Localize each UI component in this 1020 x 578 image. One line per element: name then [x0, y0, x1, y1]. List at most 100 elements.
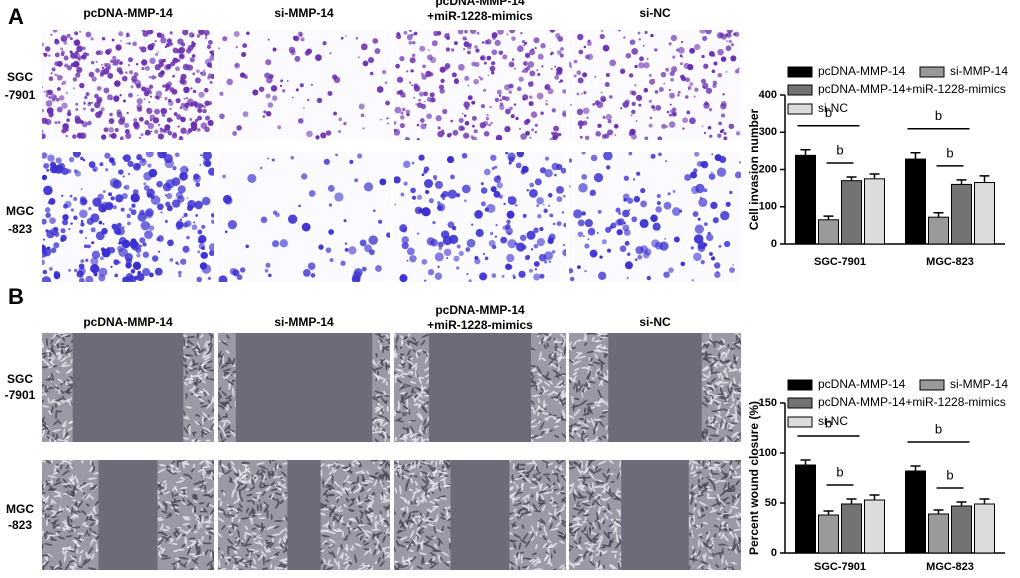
cell — [703, 222, 708, 227]
cell — [185, 527, 193, 535]
cell — [538, 490, 547, 494]
cell — [623, 175, 630, 181]
cell — [195, 488, 201, 491]
cell — [581, 422, 589, 428]
cell — [690, 246, 694, 250]
cell — [42, 247, 52, 257]
cell — [119, 94, 122, 97]
cell — [700, 541, 704, 548]
cell — [265, 262, 271, 268]
cell — [266, 535, 275, 538]
cell — [598, 419, 605, 428]
cell — [42, 218, 47, 225]
cell — [328, 229, 334, 235]
cell — [196, 377, 199, 386]
cell — [236, 274, 243, 281]
cell — [728, 347, 736, 350]
cell — [339, 514, 343, 518]
cell — [382, 346, 385, 354]
cell — [369, 499, 375, 508]
cell — [702, 356, 712, 361]
cell — [274, 475, 284, 479]
cell — [563, 411, 566, 420]
cell — [560, 474, 565, 478]
cell — [199, 402, 204, 405]
cell — [704, 400, 711, 403]
cell — [252, 89, 259, 96]
column-header: +miR-1228-mimics — [427, 9, 533, 23]
cell — [114, 273, 119, 278]
cell — [210, 422, 214, 431]
cell — [149, 272, 154, 278]
cell — [349, 498, 356, 501]
cell — [362, 127, 365, 130]
cell — [440, 78, 445, 84]
cell — [726, 40, 728, 43]
cell — [680, 74, 685, 80]
cell — [272, 240, 280, 248]
cell — [218, 568, 227, 570]
cell — [537, 519, 544, 524]
cell — [710, 201, 718, 210]
cell — [188, 368, 198, 372]
cell — [282, 89, 286, 93]
cell — [273, 519, 284, 523]
cell — [177, 185, 186, 194]
cell — [677, 90, 681, 94]
cell — [70, 505, 74, 515]
cell — [378, 337, 384, 343]
bar — [864, 178, 885, 245]
cell — [425, 70, 432, 78]
cell — [171, 486, 177, 491]
cell — [158, 553, 162, 558]
error-bar — [800, 459, 811, 465]
cell — [724, 474, 729, 479]
cell — [706, 488, 714, 492]
cell — [717, 543, 727, 546]
cell — [108, 192, 113, 197]
cell — [537, 213, 542, 219]
cell — [410, 438, 417, 441]
cell — [569, 341, 572, 347]
cell — [455, 266, 460, 270]
cell — [242, 111, 249, 118]
cell — [194, 557, 198, 562]
cell — [60, 75, 63, 78]
cell — [406, 359, 414, 366]
cell — [380, 494, 383, 501]
cell — [727, 481, 730, 490]
cell — [279, 84, 283, 88]
cell — [443, 561, 450, 567]
cell — [421, 333, 431, 338]
cell — [192, 555, 200, 559]
cell — [685, 95, 689, 99]
cell — [542, 491, 552, 495]
cell — [700, 506, 705, 513]
cell — [270, 470, 276, 476]
cell — [703, 396, 709, 401]
cell — [156, 180, 163, 188]
cell — [535, 435, 543, 439]
cell — [397, 406, 400, 412]
cell — [80, 259, 85, 263]
cell — [147, 163, 152, 168]
cell — [98, 220, 103, 225]
cell — [385, 345, 390, 349]
cell — [615, 520, 623, 527]
cell — [416, 526, 421, 532]
cell — [65, 134, 68, 138]
cell — [54, 121, 58, 125]
cell — [448, 537, 451, 543]
cell — [399, 391, 406, 395]
cell — [202, 426, 211, 432]
cell — [558, 132, 562, 137]
cell — [45, 530, 48, 536]
cell — [425, 494, 430, 498]
cell — [91, 533, 100, 537]
cell — [180, 127, 187, 134]
cell — [557, 50, 562, 55]
cell — [64, 460, 73, 465]
cell — [157, 123, 161, 127]
cell — [569, 558, 573, 567]
